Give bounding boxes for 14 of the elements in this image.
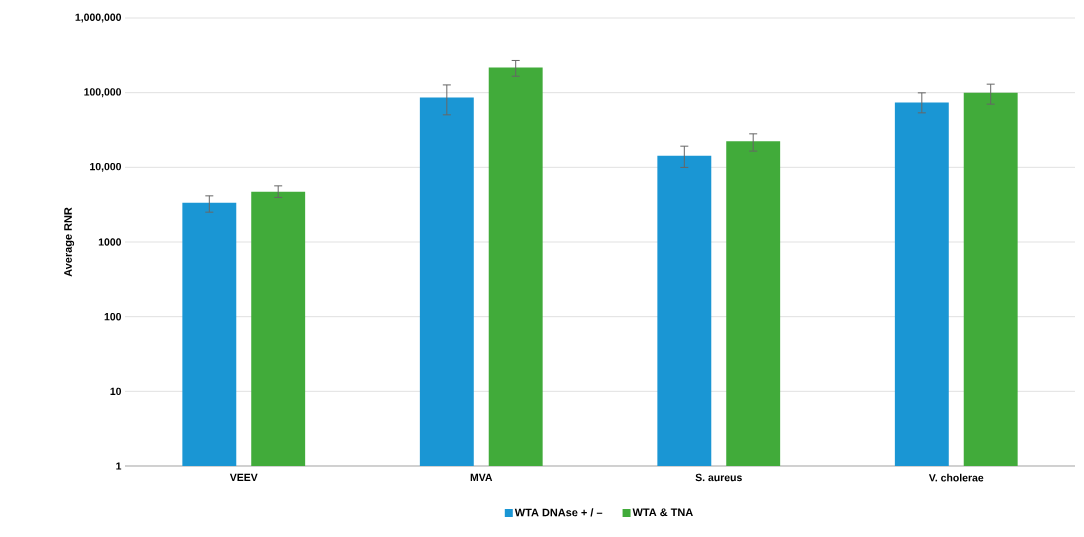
legend-label: WTA DNAse + / – xyxy=(514,508,603,517)
x-tick-label: V. cholerae xyxy=(928,473,984,482)
x-tick-label: MVA xyxy=(470,473,493,481)
legend-label: WTA & TNA xyxy=(632,508,693,517)
y-tick-label: 1,000,000 xyxy=(75,13,122,23)
y-tick-label: 10 xyxy=(110,387,122,396)
y-axis-title: Average RNR xyxy=(64,207,75,277)
y-tick-label: 1 xyxy=(116,462,122,470)
y-tick-label: 1000 xyxy=(98,238,122,246)
x-tick-label: S. aureus xyxy=(695,473,742,482)
y-tick-label: 100 xyxy=(104,312,122,321)
x-tick-label: VEEV xyxy=(229,473,258,481)
y-tick-label: 10,000 xyxy=(90,162,122,172)
y-tick-label: 100,000 xyxy=(84,88,122,98)
